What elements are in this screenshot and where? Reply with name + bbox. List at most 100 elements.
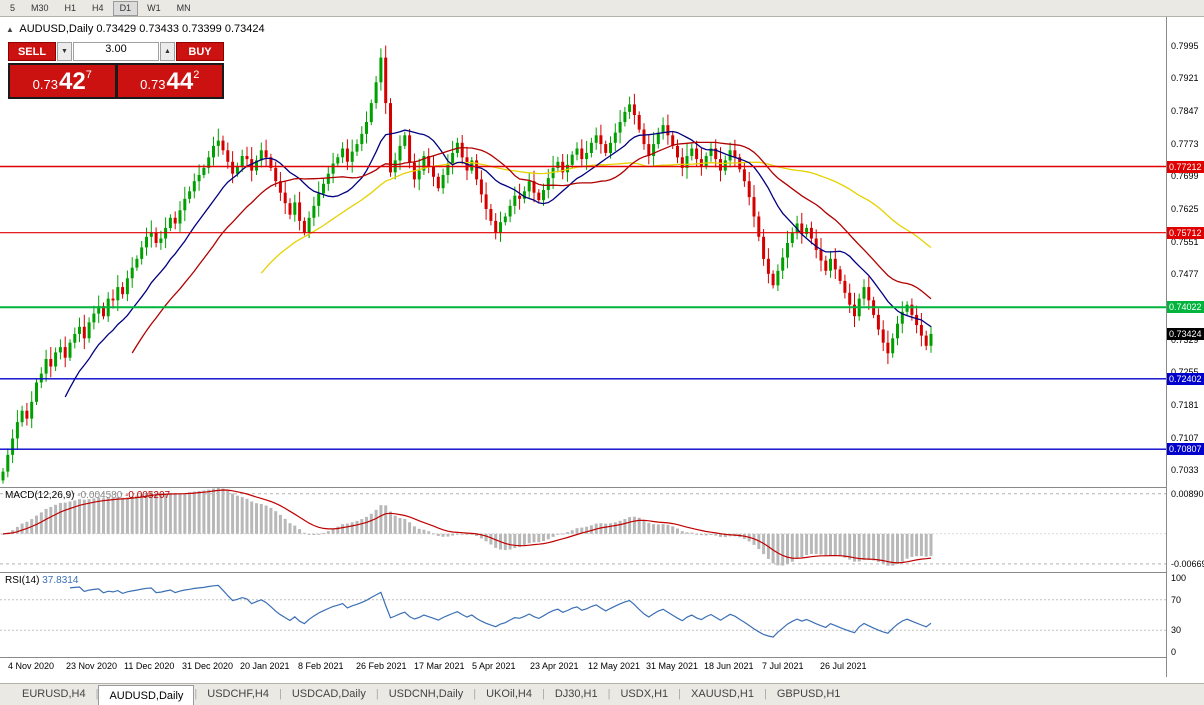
buy-price-prefix: 0.73 [140, 77, 166, 92]
sell-price-display[interactable]: 0.73 42 7 [10, 65, 115, 97]
panel-separator [0, 657, 1204, 658]
date-label: 23 Apr 2021 [530, 661, 579, 671]
macd-main-value: -0.004580 [77, 490, 123, 501]
price-tick-label: 0.7699 [1171, 171, 1199, 182]
collapse-arrow-icon[interactable]: ▲ [6, 25, 14, 34]
chart-tab-USDCNH-Daily[interactable]: USDCNH,Daily [388, 688, 464, 700]
rsi-0-label: 0 [1171, 647, 1177, 657]
price-tick-label: 0.7181 [1171, 399, 1199, 410]
date-label: 8 Feb 2021 [298, 661, 344, 671]
tab-separator: | [95, 688, 99, 700]
timeframe-toolbar: 5 M30 H1 H4 D1 W1 MN [0, 0, 1204, 17]
level-price-label: 0.72402 [1167, 372, 1204, 385]
macd-max-label: 0.00890 [1171, 488, 1204, 499]
macd-name: MACD(12,26,9) [5, 490, 75, 501]
timeframe-button-W1[interactable]: W1 [147, 3, 161, 13]
timeframe-button-M30[interactable]: M30 [31, 3, 49, 13]
timeframe-button-5[interactable]: 5 [10, 3, 16, 13]
chevron-up-icon: ▲ [164, 48, 171, 55]
price-axis[interactable]: 0.7995 0.7921 0.7847 0.7773 0.7699 0.7625 0.75… [1166, 17, 1204, 677]
chart-tab-GBPUSD-H1[interactable]: GBPUSD,H1 [776, 688, 841, 700]
price-tick-label: 0.7995 [1171, 40, 1199, 51]
tab-separator: | [279, 688, 282, 700]
sell-price-main: 42 [58, 68, 86, 95]
date-label: 12 May 2021 [588, 661, 641, 671]
tab-separator: | [763, 688, 767, 700]
volume-decrease-button[interactable]: ▼ [57, 42, 72, 61]
rsi-100-label: 100 [1171, 573, 1187, 583]
price-tick-label: 0.7773 [1171, 138, 1199, 149]
date-label: 7 Jul 2021 [762, 661, 804, 671]
one-click-trading-panel: SELL ▼ 3.00 ▲ BUY 0.73 42 7 0.73 44 2 [8, 42, 224, 99]
volume-increase-button[interactable]: ▲ [160, 42, 175, 61]
macd-min-label: -0.00669 [1171, 558, 1204, 569]
chart-tab-USDCHF-H4[interactable]: USDCHF,H4 [207, 688, 269, 700]
volume-input[interactable]: 3.00 [73, 42, 159, 61]
macd-panel-canvas[interactable] [0, 488, 1166, 572]
price-tick-label: 0.7107 [1171, 432, 1199, 443]
date-label: 26 Feb 2021 [356, 661, 407, 671]
timeframe-button-H1[interactable]: H1 [64, 3, 77, 13]
price-tick-label: 0.7551 [1171, 236, 1199, 247]
timeframe-button-MN[interactable]: MN [176, 3, 191, 13]
chart-tabs-bar: EURUSD,H4 | AUDUSD,Daily | USDCHF,H4 | USDCAD,… [0, 683, 1204, 705]
macd-signal-value: -0.005207 [125, 490, 171, 501]
price-tick-label: 0.7255 [1171, 367, 1199, 377]
level-price-label: 0.74022 [1167, 301, 1204, 314]
timeframe-button-D1[interactable]: D1 [112, 0, 139, 16]
buy-button[interactable]: BUY [176, 42, 224, 61]
chart-tab-AUDUSD-Daily[interactable]: AUDUSD,Daily [98, 685, 195, 705]
tab-separator: | [607, 688, 611, 700]
date-label: 23 Nov 2020 [66, 661, 118, 671]
chart-tab-USDCAD-Daily[interactable]: USDCAD,Daily [291, 688, 366, 700]
chart-tab-UKOil-H4[interactable]: UKOil,H4 [486, 688, 532, 700]
buy-price-point: 2 [193, 69, 200, 81]
tab-separator: | [678, 688, 682, 700]
price-tick-label: 0.7033 [1171, 465, 1199, 476]
date-label: 26 Jul 2021 [820, 661, 867, 671]
tab-separator: | [375, 688, 379, 700]
rsi-panel-canvas[interactable] [0, 573, 1166, 657]
buy-price-display[interactable]: 0.73 44 2 [117, 65, 222, 97]
chevron-down-icon: ▼ [61, 48, 68, 55]
rsi-name: RSI(14) [5, 575, 40, 586]
tab-separator: | [194, 688, 198, 700]
chart-title: ▲ AUDUSD,Daily 0.73429 0.73433 0.73399 0… [6, 23, 265, 35]
chart-tab-DJ30-H1[interactable]: DJ30,H1 [554, 688, 598, 700]
macd-label: MACD(12,26,9) -0.004580 -0.005207 [5, 490, 170, 501]
date-label: 4 Nov 2020 [8, 661, 55, 671]
current-price-label: 0.73424 [1167, 327, 1204, 340]
sell-price-point: 7 [85, 69, 92, 81]
date-label: 20 Jan 2021 [240, 661, 290, 671]
sell-price-prefix: 0.73 [32, 77, 58, 92]
chart-tab-XAUUSD-H1[interactable]: XAUUSD,H1 [691, 688, 754, 700]
tab-separator: | [473, 688, 477, 700]
rsi-70-label: 70 [1171, 594, 1182, 605]
date-label: 11 Dec 2020 [124, 661, 175, 671]
level-price-label: 0.77212 [1167, 160, 1204, 173]
rsi-label: RSI(14) 37.8314 [5, 575, 78, 586]
panel-separator[interactable] [0, 572, 1204, 573]
time-axis[interactable]: 4 Nov 2020 23 Nov 2020 11 Dec 2020 31 Dec 2… [0, 658, 1166, 676]
date-label: 31 Dec 2020 [182, 661, 234, 671]
level-price-label: 0.75712 [1167, 226, 1204, 239]
chart-tab-EURUSD-H4[interactable]: EURUSD,H4 [22, 688, 86, 700]
level-price-label: 0.70807 [1167, 443, 1204, 456]
timeframe-button-H4[interactable]: H4 [92, 3, 104, 13]
price-tick-label: 0.7847 [1171, 106, 1199, 116]
panel-separator[interactable] [0, 487, 1204, 488]
sell-button[interactable]: SELL [8, 42, 56, 61]
price-tick-label: 0.7477 [1171, 269, 1199, 280]
tab-separator: | [541, 688, 545, 700]
date-label: 5 Apr 2021 [472, 661, 516, 671]
chart-ohlc-text: AUDUSD,Daily 0.73429 0.73433 0.73399 0.7… [19, 23, 265, 35]
date-label: 17 Mar 2021 [414, 661, 465, 671]
rsi-30-label: 30 [1171, 625, 1182, 636]
price-tick-label: 0.7625 [1171, 203, 1199, 214]
date-label: 31 May 2021 [646, 661, 699, 671]
chart-tab-USDX-H1[interactable]: USDX,H1 [620, 688, 669, 700]
date-label: 18 Jun 2021 [704, 661, 754, 671]
price-tick-label: 0.7921 [1171, 73, 1199, 84]
rsi-value: 37.8314 [42, 575, 79, 586]
